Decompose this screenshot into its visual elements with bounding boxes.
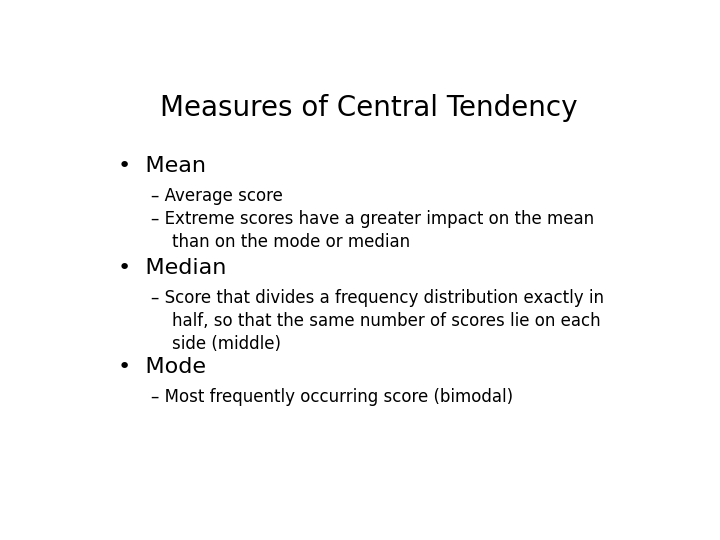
Text: – Most frequently occurring score (bimodal): – Most frequently occurring score (bimod… (151, 388, 513, 406)
Text: •  Mode: • Mode (118, 357, 206, 377)
Text: – Average score: – Average score (151, 187, 283, 205)
Text: •  Median: • Median (118, 258, 226, 278)
Text: – Score that divides a frequency distribution exactly in
    half, so that the s: – Score that divides a frequency distrib… (151, 289, 604, 353)
Text: Measures of Central Tendency: Measures of Central Tendency (161, 94, 577, 122)
Text: – Extreme scores have a greater impact on the mean
    than on the mode or media: – Extreme scores have a greater impact o… (151, 210, 595, 251)
Text: •  Mean: • Mean (118, 156, 206, 176)
